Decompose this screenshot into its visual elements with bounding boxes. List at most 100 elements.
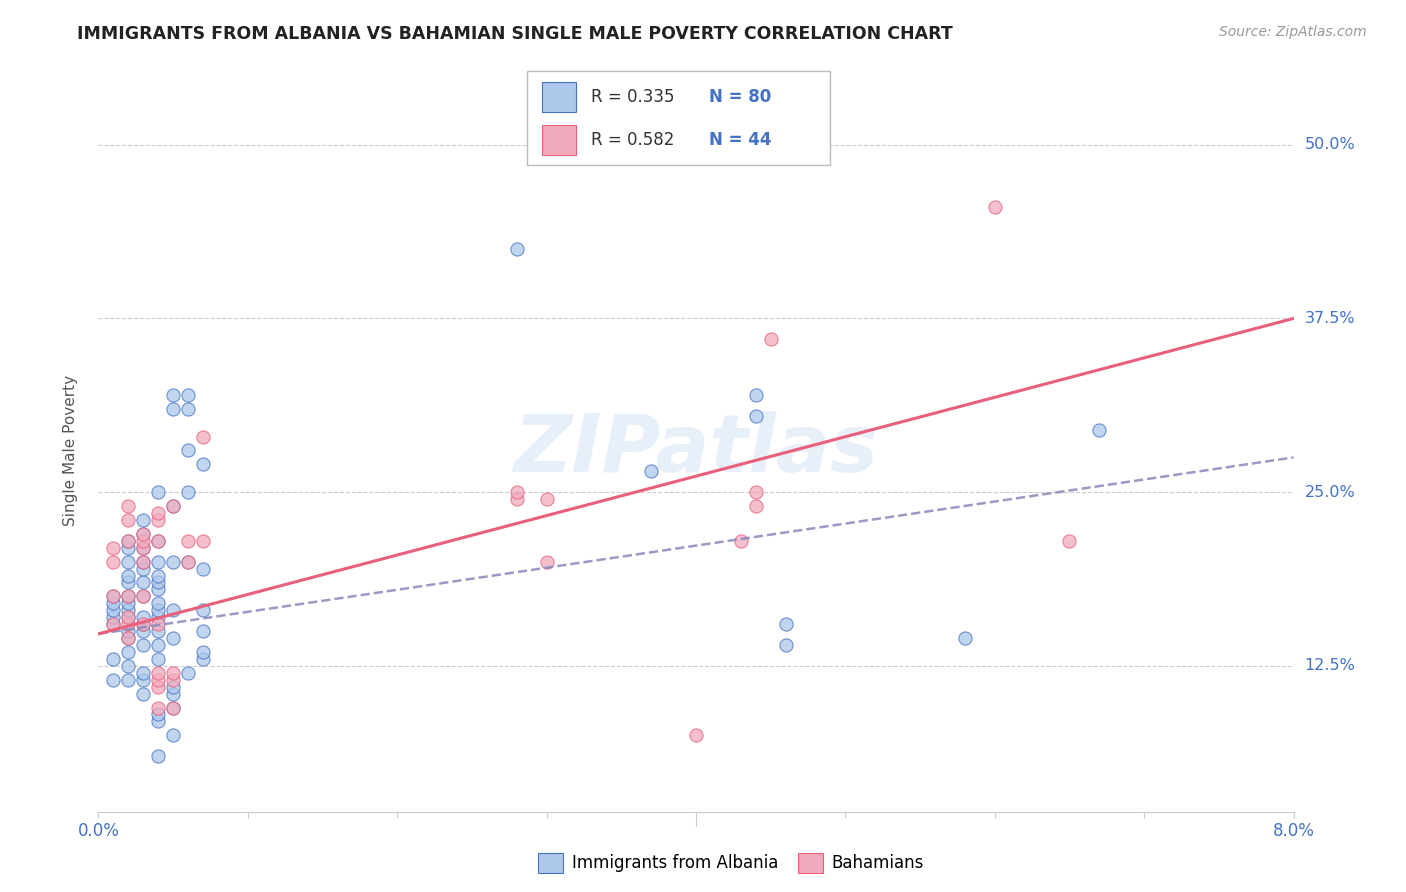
Point <box>132 687 155 701</box>
Point <box>1059 533 1081 548</box>
Point <box>162 555 184 569</box>
Point <box>117 590 139 604</box>
Point <box>148 575 170 590</box>
Point <box>191 429 214 443</box>
Point <box>191 652 214 666</box>
Point <box>162 700 184 714</box>
Point <box>162 687 184 701</box>
Point <box>148 673 170 687</box>
Point <box>117 555 139 569</box>
Point <box>177 401 200 416</box>
Y-axis label: Single Male Poverty: Single Male Poverty <box>63 375 77 526</box>
Point <box>117 590 139 604</box>
Text: R = 0.582: R = 0.582 <box>591 131 673 149</box>
Point <box>177 388 200 402</box>
Point <box>103 673 125 687</box>
Point <box>117 645 139 659</box>
Point <box>117 610 139 624</box>
Point <box>685 728 707 742</box>
Text: 25.0%: 25.0% <box>1305 484 1355 500</box>
Point <box>191 533 214 548</box>
Point <box>506 492 529 507</box>
Point <box>148 714 170 729</box>
Point <box>132 513 155 527</box>
Point <box>177 533 200 548</box>
Point <box>132 590 155 604</box>
Point <box>162 499 184 513</box>
Text: 37.5%: 37.5% <box>1305 311 1355 326</box>
Text: IMMIGRANTS FROM ALBANIA VS BAHAMIAN SINGLE MALE POVERTY CORRELATION CHART: IMMIGRANTS FROM ALBANIA VS BAHAMIAN SING… <box>77 25 953 43</box>
Point <box>984 200 1007 214</box>
Point <box>117 533 139 548</box>
Point <box>162 388 184 402</box>
Point <box>132 526 155 541</box>
Point <box>148 707 170 722</box>
Point <box>117 533 139 548</box>
Point <box>103 617 125 632</box>
Point <box>148 582 170 597</box>
FancyBboxPatch shape <box>543 82 575 112</box>
Point <box>132 665 155 680</box>
Text: N = 44: N = 44 <box>709 131 770 149</box>
Point <box>117 610 139 624</box>
Point <box>103 590 125 604</box>
Point <box>759 332 782 346</box>
Point <box>745 409 768 423</box>
Point <box>132 617 155 632</box>
Point <box>148 603 170 617</box>
Point <box>103 617 125 632</box>
Text: 12.5%: 12.5% <box>1305 658 1355 673</box>
Point <box>953 631 976 645</box>
Point <box>1088 423 1111 437</box>
Point <box>132 575 155 590</box>
Point <box>162 499 184 513</box>
Point <box>148 533 170 548</box>
Point <box>132 533 155 548</box>
FancyBboxPatch shape <box>543 125 575 154</box>
Point <box>148 513 170 527</box>
Point <box>148 638 170 652</box>
Point <box>162 401 184 416</box>
Point <box>730 533 752 548</box>
Point <box>132 561 155 575</box>
Point <box>117 631 139 645</box>
Point <box>148 610 170 624</box>
Legend: Immigrants from Albania, Bahamians: Immigrants from Albania, Bahamians <box>531 847 931 880</box>
Point <box>640 464 662 478</box>
Point <box>103 603 125 617</box>
Point <box>177 555 200 569</box>
Point <box>162 665 184 680</box>
Point <box>117 568 139 582</box>
Point <box>775 617 797 632</box>
Point <box>103 590 125 604</box>
Point <box>148 533 170 548</box>
Point <box>148 665 170 680</box>
Point <box>191 458 214 472</box>
Point <box>148 749 170 764</box>
Text: Source: ZipAtlas.com: Source: ZipAtlas.com <box>1219 25 1367 39</box>
Point <box>117 617 139 632</box>
Text: 50.0%: 50.0% <box>1305 137 1355 153</box>
Point <box>162 631 184 645</box>
Point <box>117 596 139 610</box>
Point <box>117 575 139 590</box>
Point <box>775 638 797 652</box>
Point <box>162 603 184 617</box>
Point <box>103 541 125 555</box>
Point <box>132 555 155 569</box>
Point <box>117 513 139 527</box>
Point <box>191 603 214 617</box>
Point <box>162 728 184 742</box>
Point <box>148 624 170 639</box>
Text: R = 0.335: R = 0.335 <box>591 87 675 105</box>
Point <box>148 596 170 610</box>
Point <box>132 590 155 604</box>
Point <box>191 624 214 639</box>
Point <box>191 645 214 659</box>
Point <box>148 568 170 582</box>
Point <box>162 673 184 687</box>
Point <box>191 561 214 575</box>
Point <box>148 506 170 520</box>
Point <box>162 700 184 714</box>
Point <box>132 624 155 639</box>
